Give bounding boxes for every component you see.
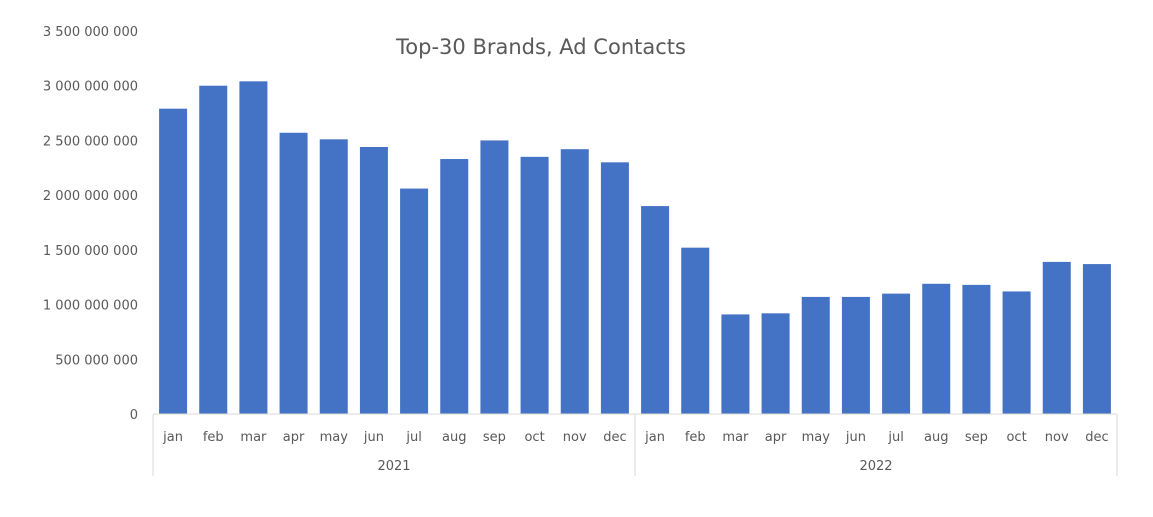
bar xyxy=(761,313,790,414)
x-tick-label: sep xyxy=(965,430,988,445)
x-tick-label: apr xyxy=(283,430,305,445)
x-tick-label: aug xyxy=(442,430,466,445)
bar xyxy=(882,293,911,414)
y-tick-label: 0 xyxy=(130,408,138,423)
bar xyxy=(841,296,870,414)
bar xyxy=(199,85,228,414)
x-tick-label: may xyxy=(320,430,349,445)
x-tick-label: jul xyxy=(887,430,903,445)
y-tick-label: 1 500 000 000 xyxy=(43,244,138,259)
bar xyxy=(560,149,589,414)
x-tick-label: jul xyxy=(405,430,421,445)
bar xyxy=(1082,264,1111,414)
x-tick-label: dec xyxy=(1085,430,1108,445)
y-tick-label: 1 000 000 000 xyxy=(43,299,138,314)
x-group-label: 2022 xyxy=(859,459,892,474)
bar xyxy=(400,188,429,414)
x-tick-label: feb xyxy=(685,430,706,445)
bar xyxy=(440,159,469,414)
bar xyxy=(359,146,388,414)
bar xyxy=(1002,291,1031,414)
x-tick-label: oct xyxy=(1006,430,1026,445)
bar xyxy=(801,296,830,414)
bar xyxy=(922,283,951,414)
x-tick-label: mar xyxy=(240,430,267,445)
bars xyxy=(159,81,1111,415)
chart-title: Top-30 Brands, Ad Contacts xyxy=(395,35,686,59)
y-axis-tick-labels: 0 500 000 000 1 000 000 000 1 500 000 000 2 … xyxy=(43,25,138,423)
x-tick-label: jan xyxy=(644,430,665,445)
bar xyxy=(962,284,991,414)
x-tick-label: nov xyxy=(1045,430,1069,445)
x-tick-label: dec xyxy=(603,430,626,445)
x-tick-label: may xyxy=(802,430,831,445)
bar xyxy=(480,140,509,414)
x-tick-label: mar xyxy=(722,430,749,445)
bar xyxy=(159,108,188,415)
bar xyxy=(319,139,348,414)
y-tick-label: 2 000 000 000 xyxy=(43,189,138,204)
x-group-label: 2021 xyxy=(377,459,410,474)
bar xyxy=(681,247,710,414)
bar xyxy=(279,132,308,415)
x-tick-label: aug xyxy=(924,430,948,445)
x-axis: jan feb mar apr may jun jul aug sep oct nov dec2021… xyxy=(152,413,1118,476)
x-tick-label: nov xyxy=(563,430,587,445)
bar xyxy=(239,81,268,414)
bar xyxy=(520,156,549,415)
x-tick-label: jun xyxy=(363,430,384,445)
bar xyxy=(600,162,629,414)
y-tick-label: 3 000 000 000 xyxy=(43,80,138,95)
x-tick-label: jan xyxy=(162,430,183,445)
x-tick-label: apr xyxy=(765,430,787,445)
y-tick-label: 3 500 000 000 xyxy=(43,25,138,40)
bar xyxy=(721,314,750,414)
bar xyxy=(641,206,670,414)
x-tick-label: feb xyxy=(203,430,224,445)
x-tick-label: oct xyxy=(524,430,544,445)
bar xyxy=(1042,261,1071,414)
x-tick-label: jun xyxy=(845,430,866,445)
x-tick-label: sep xyxy=(483,430,506,445)
y-tick-label: 500 000 000 xyxy=(55,353,138,368)
y-tick-label: 2 500 000 000 xyxy=(43,134,138,149)
